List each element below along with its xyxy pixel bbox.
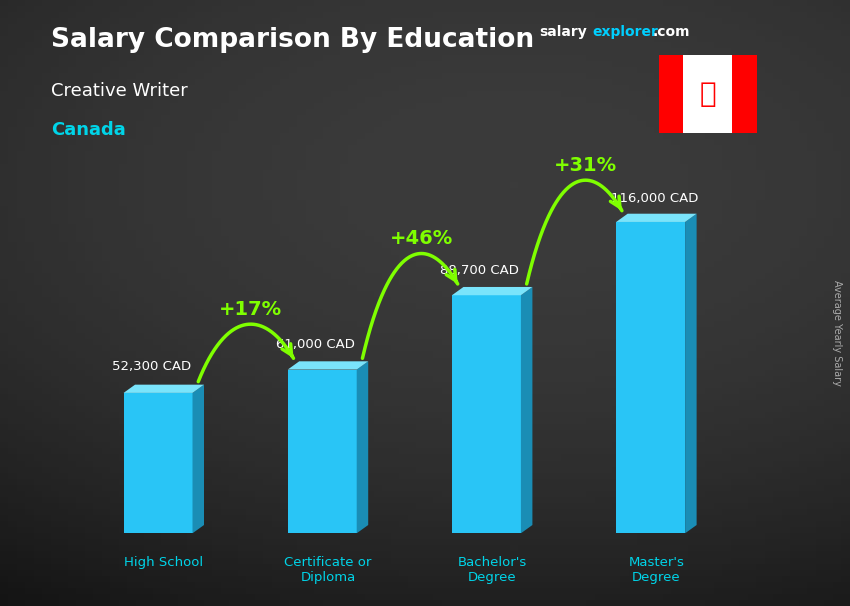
- Bar: [659, 55, 683, 133]
- Polygon shape: [357, 361, 368, 533]
- Text: +31%: +31%: [554, 156, 617, 175]
- Text: +17%: +17%: [219, 299, 282, 319]
- Text: 88,700 CAD: 88,700 CAD: [440, 264, 519, 277]
- Bar: [452, 295, 521, 533]
- Text: Canada: Canada: [51, 121, 126, 139]
- Bar: [288, 370, 357, 533]
- Text: Creative Writer: Creative Writer: [51, 82, 188, 100]
- Bar: [616, 222, 685, 533]
- Polygon shape: [123, 385, 204, 393]
- Text: Certificate or
Diploma: Certificate or Diploma: [284, 556, 371, 584]
- Text: 116,000 CAD: 116,000 CAD: [611, 191, 699, 205]
- Text: 52,300 CAD: 52,300 CAD: [112, 361, 191, 373]
- Text: Salary Comparison By Education: Salary Comparison By Education: [51, 27, 534, 53]
- Polygon shape: [521, 287, 532, 533]
- Polygon shape: [192, 385, 204, 533]
- Bar: [683, 55, 732, 133]
- Text: High School: High School: [124, 556, 203, 569]
- Polygon shape: [616, 214, 697, 222]
- Text: +46%: +46%: [390, 229, 453, 248]
- Text: 61,000 CAD: 61,000 CAD: [276, 338, 355, 351]
- Polygon shape: [452, 287, 532, 295]
- Text: explorer: explorer: [592, 25, 658, 39]
- Text: Average Yearly Salary: Average Yearly Salary: [832, 281, 842, 386]
- Text: salary: salary: [540, 25, 587, 39]
- Text: .com: .com: [653, 25, 690, 39]
- Polygon shape: [685, 214, 697, 533]
- Text: Master's
Degree: Master's Degree: [628, 556, 684, 584]
- Bar: [732, 55, 756, 133]
- Text: Bachelor's
Degree: Bachelor's Degree: [457, 556, 527, 584]
- Text: 🍁: 🍁: [700, 80, 716, 108]
- Bar: [123, 393, 192, 533]
- Polygon shape: [288, 361, 368, 370]
